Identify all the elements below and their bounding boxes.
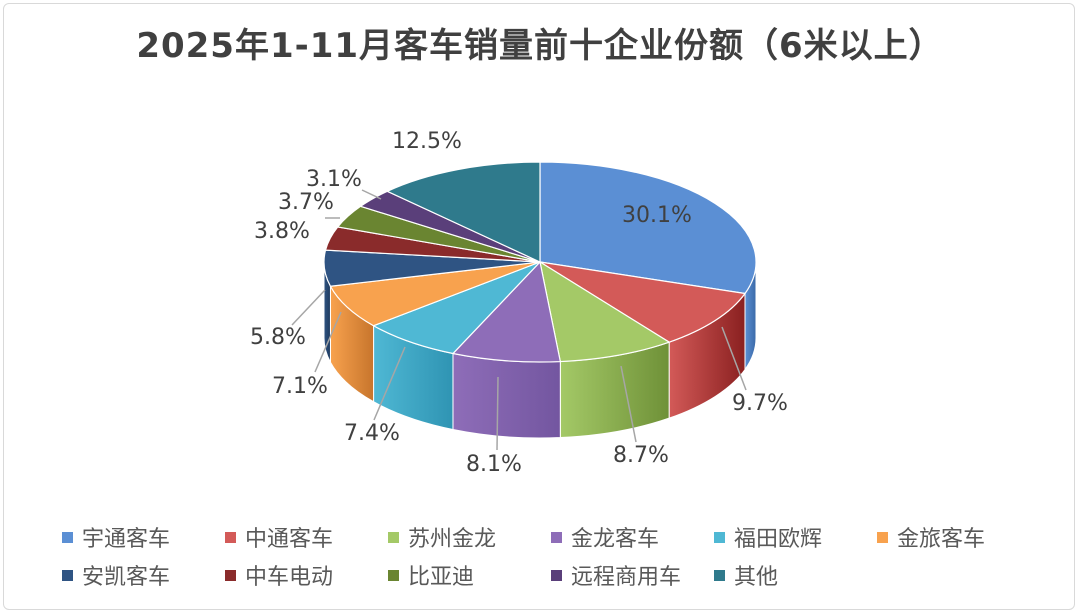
legend-item-远程商用车: 远程商用车: [551, 559, 714, 591]
legend-label: 金龙客车: [571, 527, 660, 552]
legend-swatch: [62, 531, 73, 543]
data-labels: 30.1% 9.7% 8.7% 8.1% 7.4% 7.1% 5.8% 3.8% 3.7%3.1…: [250, 129, 788, 477]
legend-label: 苏州金龙: [408, 527, 497, 552]
legend-label: 安凯客车: [82, 565, 171, 590]
legend-label: 中车电动: [245, 565, 334, 590]
legend-item-比亚迪: 比亚迪: [388, 559, 551, 591]
pie-slice-宇通客车: [539, 161, 757, 295]
pie-side-金龙客车: [452, 352, 561, 439]
legend-item-金龙客车: 金龙客车: [551, 521, 714, 553]
pie-slice-苏州金龙: [539, 260, 671, 363]
pie-slice-福田欧辉: [372, 261, 541, 355]
legend-row: 宇通客车 中通客车 苏州金龙 金龙客车 福田欧辉 金旅客车: [62, 518, 1042, 556]
legend-label: 远程商用车: [571, 565, 682, 590]
data-label-金龙客车: 8.1%: [466, 452, 522, 477]
legend-swatch: [388, 569, 399, 581]
chart-frame: [3, 3, 1075, 610]
data-label-比亚迪: 3.7%: [278, 190, 334, 215]
data-label-苏州金龙: 8.7%: [613, 443, 669, 468]
legend-item-其他: 其他: [714, 559, 877, 591]
leader-line-远程商用车: [361, 189, 382, 200]
data-label-远程商用车: 3.1%: [306, 167, 362, 192]
pie-slice-中通客车: [539, 261, 747, 343]
legend-item-安凯客车: 安凯客车: [62, 559, 225, 591]
leader-line-金龙客车: [496, 376, 499, 451]
legend-swatch: [714, 569, 725, 581]
legend-label: 其他: [734, 565, 779, 590]
data-label-中车电动: 3.8%: [254, 219, 310, 244]
leader-line-安凯客车: [291, 289, 326, 326]
pie-side-faces: [323, 261, 757, 439]
legend-label: 金旅客车: [897, 527, 986, 552]
legend-item-中通客车: 中通客车: [225, 521, 388, 553]
legend-item-中车电动: 中车电动: [225, 559, 388, 591]
legend-swatch: [225, 531, 236, 543]
data-label-金旅客车: 7.1%: [272, 374, 328, 399]
leader-line-中通客车: [721, 326, 747, 391]
legend-label: 宇通客车: [82, 527, 171, 552]
legend-label: 比亚迪: [408, 565, 475, 590]
legend-swatch: [877, 531, 888, 543]
legend-item-宇通客车: 宇通客车: [62, 521, 225, 553]
legend-label: 福田欧辉: [734, 527, 823, 552]
legend-swatch: [551, 531, 562, 543]
leader-line-苏州金龙: [620, 365, 637, 443]
legend-item-苏州金龙: 苏州金龙: [388, 521, 551, 553]
legend-swatch: [225, 569, 236, 581]
legend-swatch: [551, 569, 562, 581]
pie-slice-金龙客车: [451, 260, 562, 363]
pie-slice-其他: [385, 161, 541, 263]
data-label-其他: 12.5%: [392, 129, 462, 154]
data-label-福田欧辉: 7.4%: [344, 421, 400, 446]
legend-item-金旅客车: 金旅客车: [877, 521, 1040, 553]
leader-lines: [291, 189, 747, 451]
legend-label: 中通客车: [245, 527, 334, 552]
data-label-中通客车: 9.7%: [732, 391, 788, 416]
leader-line-金旅客车: [314, 311, 342, 373]
legend-row: 安凯客车 中车电动 比亚迪 远程商用车 其他: [62, 556, 1042, 594]
legend: 宇通客车 中通客车 苏州金龙 金龙客车 福田欧辉 金旅客车 安凯客车 中车电动 比亚迪 远程商用…: [62, 518, 1042, 594]
data-label-宇通客车: 30.1%: [622, 203, 692, 228]
legend-swatch: [388, 531, 399, 543]
pie-top-faces: [323, 161, 757, 363]
legend-swatch: [62, 569, 73, 581]
legend-item-福田欧辉: 福田欧辉: [714, 521, 877, 553]
legend-swatch: [714, 531, 725, 543]
leader-line-福田欧辉: [373, 346, 406, 421]
chart-title: 2025年1-11月客车销量前十企业份额（6米以上）: [136, 26, 944, 66]
data-label-安凯客车: 5.8%: [250, 325, 306, 350]
